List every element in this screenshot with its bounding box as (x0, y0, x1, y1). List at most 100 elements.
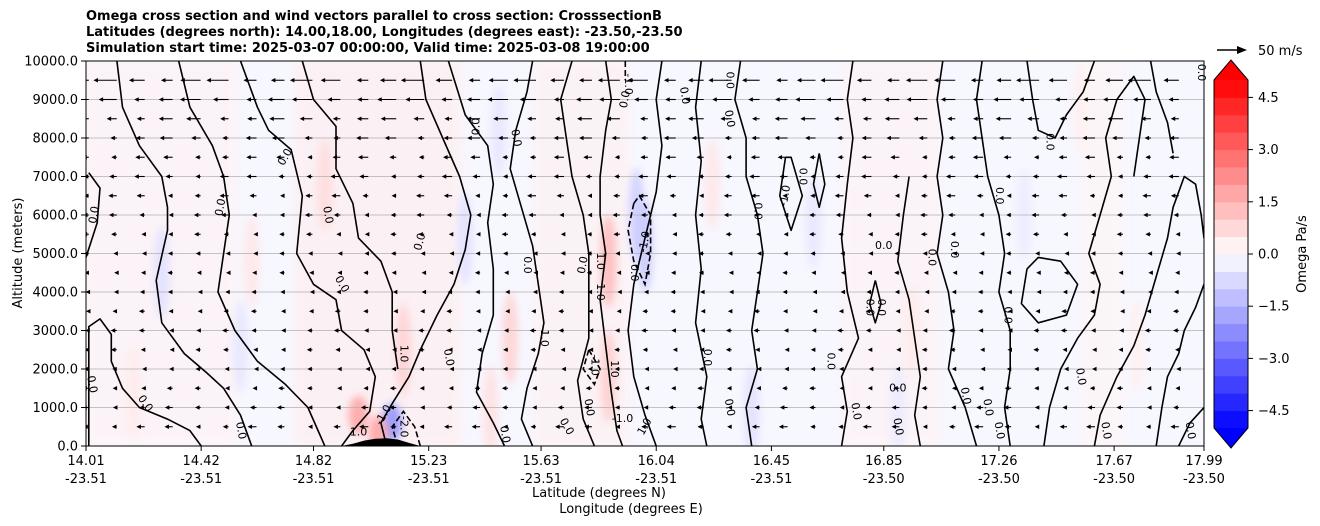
wind-vector-head (504, 270, 509, 275)
wind-vector-head (336, 289, 341, 295)
wind-vector-head (114, 270, 119, 275)
contour-label: 0.0 (677, 86, 693, 105)
wind-vector-head (553, 174, 559, 179)
wind-vector-head (1063, 270, 1069, 275)
wind-vector-head (558, 309, 563, 314)
wind-vector-head (837, 347, 843, 352)
colorbar-segment (1214, 393, 1248, 412)
wind-vector-head (390, 424, 395, 429)
wind-vector-head (1083, 78, 1089, 83)
colorbar-segment (1214, 132, 1248, 151)
wind-vector-head (391, 174, 396, 179)
wind-vector-head (98, 97, 104, 102)
wind-vector-head (640, 116, 645, 121)
wind-vector-head (420, 251, 426, 256)
wind-vector-head (477, 347, 482, 352)
wind-vector-head (1087, 405, 1092, 410)
wind-vector-head (391, 270, 397, 275)
wind-vector-head (304, 212, 310, 218)
x-tick-label-lon: -23.50 (978, 472, 1020, 487)
wind-vector-head (307, 328, 312, 333)
terrain-silhouette (341, 438, 421, 446)
y-tick-label: 4000.0 (33, 286, 79, 301)
wind-vector-head (1145, 347, 1150, 352)
omega-blob (482, 365, 499, 446)
wind-vector-head (835, 174, 840, 179)
contour-label: 0.0 (926, 249, 939, 267)
wind-vector-head (532, 405, 537, 410)
wind-vector-head (225, 289, 230, 295)
wind-vector-head (513, 78, 518, 83)
wind-vector-head (502, 193, 507, 198)
wind-vector-head (247, 116, 252, 121)
wind-vector-head (663, 135, 669, 141)
wind-vector-head (309, 270, 314, 275)
wind-vector-head (1019, 97, 1024, 102)
wind-vector-head (585, 174, 591, 179)
wind-vector-head (934, 78, 939, 83)
wind-vector-head (811, 270, 816, 275)
wind-vector-head (665, 97, 670, 102)
wind-vector-head (110, 135, 115, 141)
wind-vector-head (1147, 251, 1153, 256)
wind-vector-head (138, 309, 144, 314)
contour-label: 0.0 (1073, 367, 1089, 386)
wind-vector-head (976, 193, 982, 198)
wind-vector-head (775, 97, 780, 102)
wind-vector-head (253, 366, 259, 372)
wind-vector-head (391, 193, 397, 198)
omega-blob (125, 345, 142, 439)
wind-vector-head (158, 97, 164, 102)
contour-line (936, 61, 978, 446)
wind-vector-head (839, 386, 845, 391)
wind-vector-head (723, 212, 729, 218)
wind-vector-head (195, 155, 200, 160)
wind-vector-head (1062, 405, 1067, 410)
wind-vector-head (756, 270, 761, 275)
wind-vector-head (1112, 135, 1117, 141)
wind-vector-head (614, 174, 619, 179)
wind-vector-head (641, 135, 646, 141)
omega-blob (491, 84, 507, 177)
x-tick-label-lat: 16.45 (753, 454, 790, 469)
wind-vector-head (1145, 155, 1150, 160)
wind-vector-head (1146, 366, 1151, 372)
contour-label: 0.0 (1195, 64, 1208, 82)
x-tick-label-lat: 17.99 (1185, 454, 1222, 469)
colorbar-segment (1214, 149, 1248, 168)
wind-vector-head (250, 405, 255, 410)
wind-vector-head (357, 97, 362, 102)
colorbar-segment (1214, 184, 1248, 203)
wind-vector-head (416, 193, 421, 198)
wind-vector-head (893, 386, 898, 391)
wind-vector-head (281, 309, 286, 314)
wind-vector-head (597, 78, 603, 83)
wind-vector-head (1176, 366, 1181, 372)
wind-vector-head (391, 366, 396, 372)
wind-vector-head (951, 289, 957, 295)
wind-vector-head (728, 270, 734, 275)
wind-vector-head (1003, 405, 1009, 410)
wind-vector-head (922, 328, 928, 333)
colorbar-tick-label: 4.5 (1258, 91, 1279, 106)
wind-vector-head (364, 251, 369, 256)
chart-title: Omega cross section and wind vectors par… (86, 9, 683, 57)
wind-vector-head (330, 174, 335, 179)
x-axis: 14.01 -23.51 14.42 -23.51 14.82 -23.51 15.23 -2… (65, 446, 1225, 487)
wind-vector-head (810, 347, 816, 352)
contour-label: 1.0 (594, 252, 607, 270)
wind-vector-head (809, 232, 814, 237)
wind-vector-head (225, 251, 231, 256)
wind-vector-head (820, 78, 825, 83)
wind-vector-head (922, 155, 927, 160)
wind-vector-head (948, 155, 953, 160)
wind-vector-head (168, 309, 174, 314)
wind-vector-head (135, 155, 140, 160)
contour-label: 0.0 (581, 398, 597, 417)
wind-vector-head (697, 424, 702, 429)
wind-vector-head (503, 251, 508, 256)
wind-vector-head (867, 386, 873, 391)
x-tick-label-lon: -23.51 (408, 472, 450, 487)
wind-vector-head (444, 424, 449, 429)
wind-vector-head (138, 328, 144, 333)
